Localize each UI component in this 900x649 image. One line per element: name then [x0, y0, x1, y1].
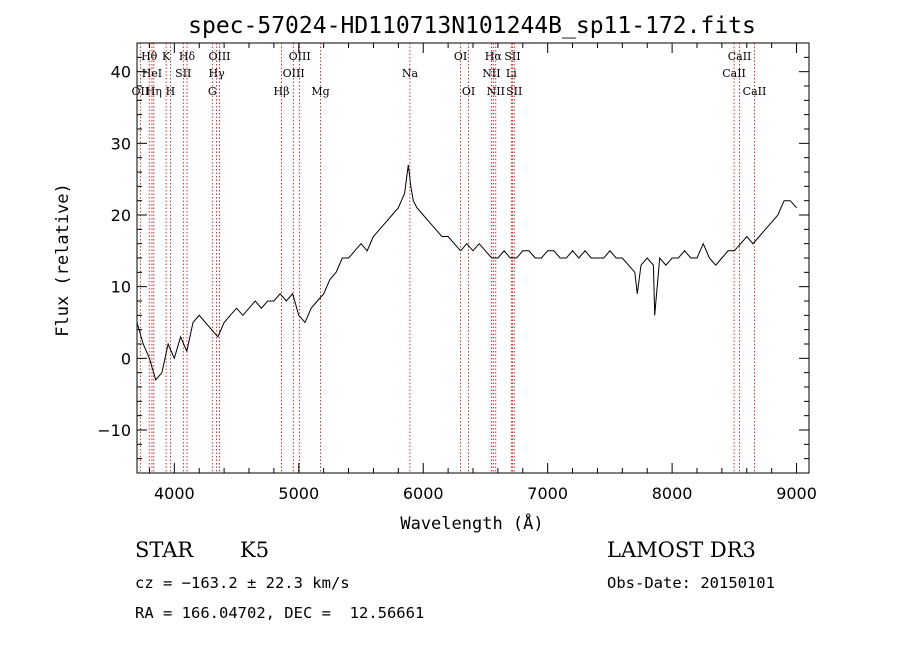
spectral-line-label: Li — [506, 67, 517, 80]
spectral-line-label: G — [208, 85, 217, 98]
spectral-line-label: OI — [462, 85, 475, 98]
spectral-line-label: NII — [487, 85, 505, 98]
plot-frame — [136, 42, 810, 474]
spectral-line-label: Hθ — [141, 50, 158, 63]
spectral-line-label: Mg — [311, 85, 329, 98]
spectral-line-label: CaII — [743, 85, 767, 98]
spectral-line-label: Hδ — [179, 50, 196, 63]
spectral-line-label: H — [166, 85, 176, 98]
y-tick-label: 30 — [111, 134, 131, 153]
object-class: STAR — [135, 538, 194, 562]
spectral-line-label: OIII — [208, 50, 230, 63]
survey-name: LAMOST DR3 — [607, 538, 756, 562]
spectral-line-label: SII — [504, 50, 520, 63]
redshift-velocity: cz = −163.2 ± 22.3 km/s — [135, 574, 350, 592]
observation-date: Obs-Date: 20150101 — [607, 574, 775, 592]
sky-coordinates: RA = 166.04702, DEC = 12.56661 — [135, 604, 425, 622]
x-tick-label: 4000 — [154, 484, 195, 503]
x-tick-label: 8000 — [652, 484, 693, 503]
y-tick-label: 40 — [111, 63, 131, 82]
spectral-line-markers — [139, 43, 755, 473]
spectral-line-label: Hγ — [209, 67, 226, 80]
x-tick-label: 7000 — [527, 484, 568, 503]
y-tick-label: 0 — [121, 349, 131, 368]
y-tick-label: 20 — [111, 206, 131, 225]
spectral-line-label: Hη — [146, 85, 162, 98]
x-tick-label: 9000 — [776, 484, 817, 503]
spectral-line-label: OII — [132, 85, 150, 98]
spectral-line-label: Hα — [485, 50, 503, 63]
spectral-line-label: Na — [402, 67, 419, 80]
spectral-line-label: NII — [482, 67, 500, 80]
object-subclass: K5 — [240, 538, 270, 562]
spectral-line-label: SII — [175, 67, 191, 80]
y-tick-label: −10 — [97, 421, 131, 440]
spectral-line-label: CaII — [728, 50, 752, 63]
x-tick-label: 6000 — [403, 484, 444, 503]
spectral-line-label: OI — [454, 50, 467, 63]
spectral-line-label: OIII — [289, 50, 311, 63]
spectral-line-label: OIII — [283, 67, 305, 80]
axis-ticks: 4000 5000 6000 7000 8000 9000 −10 0 10 20 30 40 — [97, 42, 817, 503]
y-axis-label: Flux (relative) — [53, 183, 73, 337]
chart-title: spec-57024-HD110713N101244B_sp11-172.fit… — [188, 13, 756, 39]
spectral-line-label: SII — [506, 85, 522, 98]
x-tick-label: 5000 — [278, 484, 319, 503]
spectral-line-label: K — [162, 50, 171, 63]
spectral-line-labels: Hθ OII HeI Hη K SII H Hδ OIII Hγ G Hβ OIII OIII Mg Na OI… — [132, 50, 767, 98]
spectral-line-label: Hβ — [274, 85, 290, 98]
x-axis-label: Wavelength (Å) — [400, 512, 543, 534]
flux-series-line — [136, 164, 797, 381]
spectral-line-label: CaII — [722, 67, 746, 80]
y-tick-label: 10 — [111, 278, 131, 297]
spectral-line-label: HeI — [142, 67, 162, 80]
